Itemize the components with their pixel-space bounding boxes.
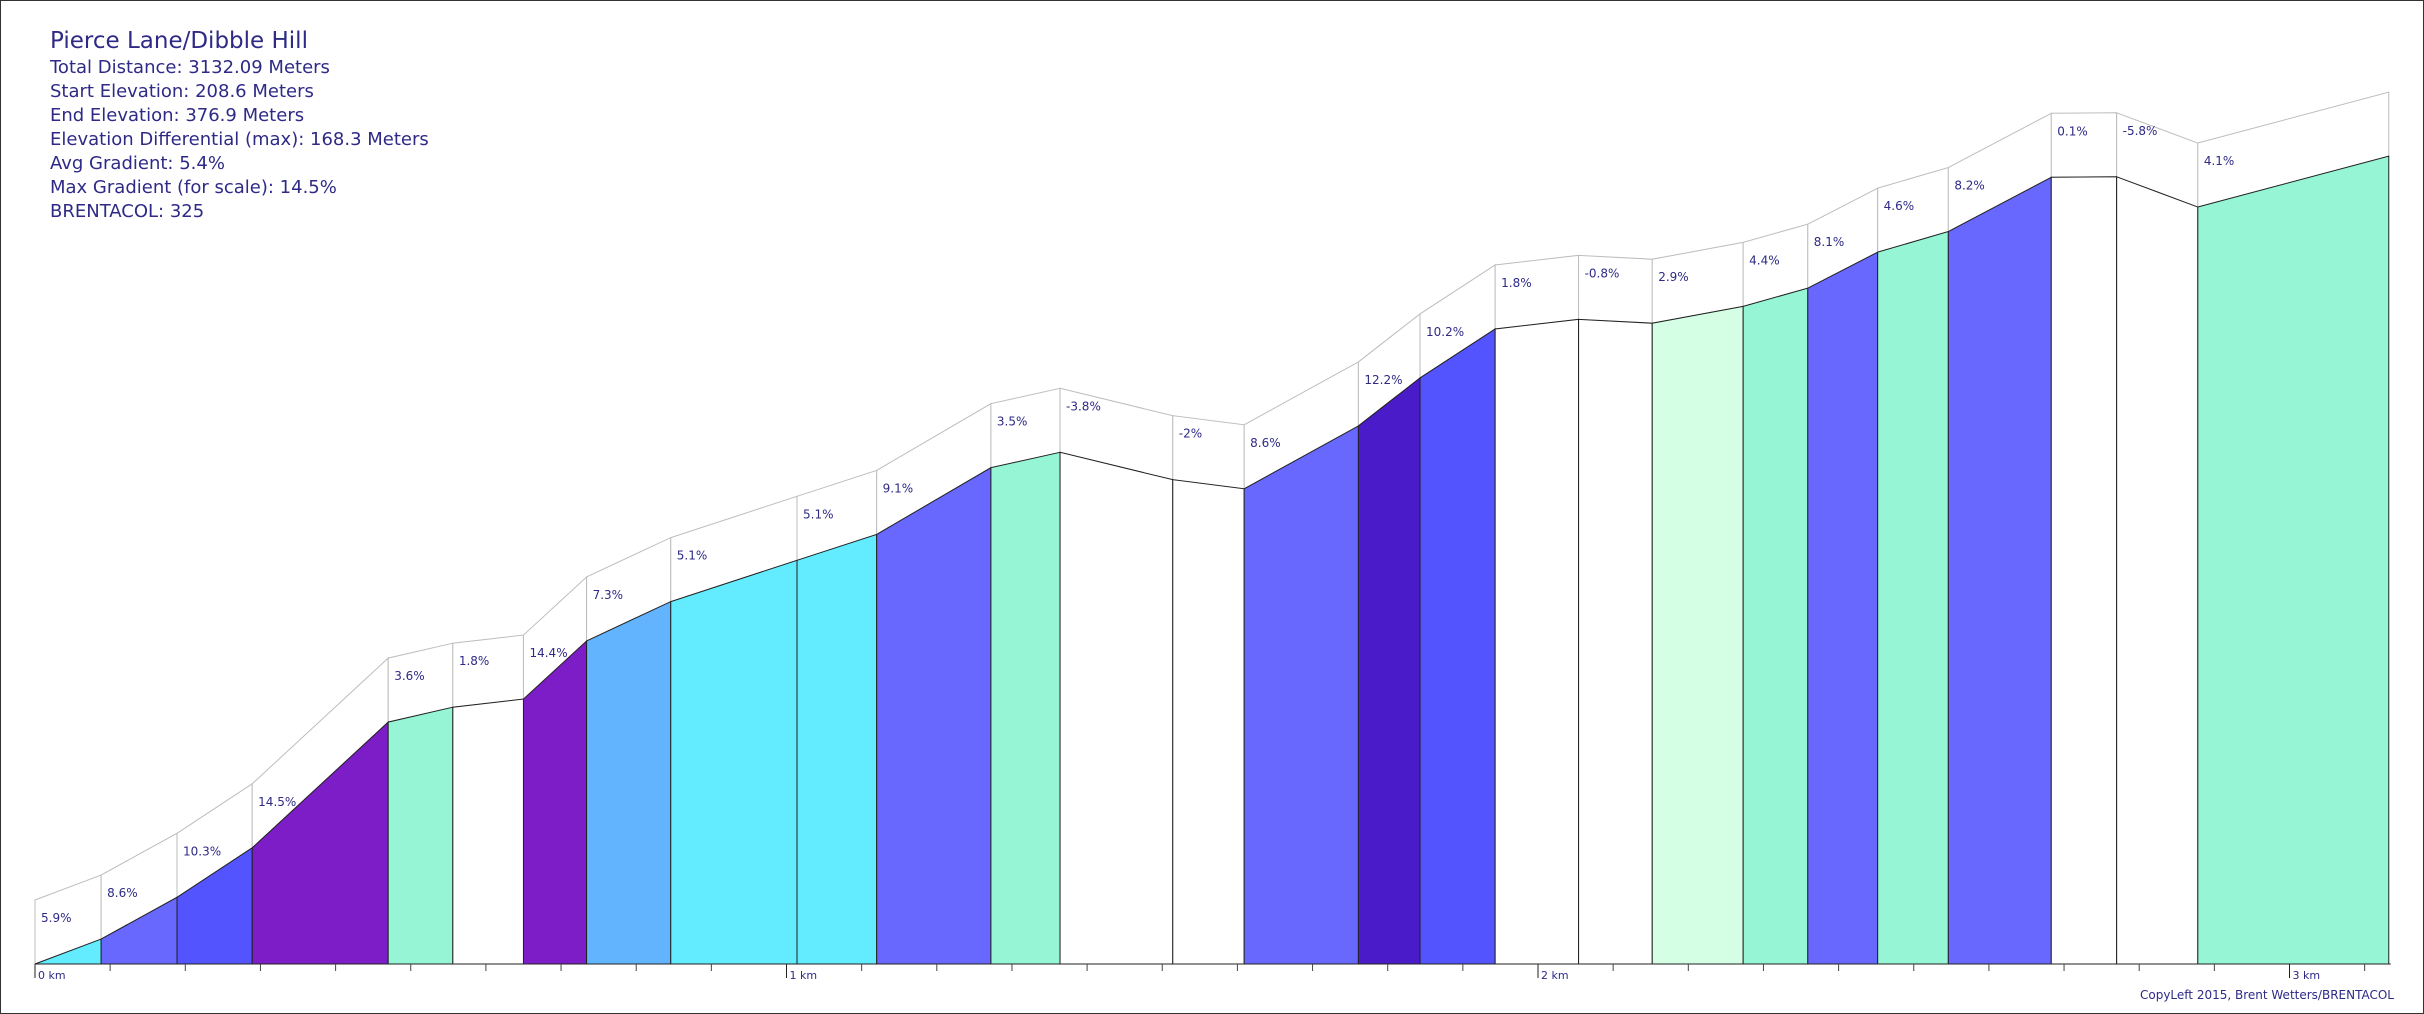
- gradient-label-7: 14.4%: [529, 646, 567, 660]
- end-elevation: End Elevation: 376.9 Meters: [50, 105, 305, 126]
- profile-segment-5: [387, 706, 454, 965]
- gradient-label-3: 10.3%: [183, 844, 221, 858]
- x-tick-label-1: 1 km: [790, 969, 818, 982]
- gradient-label-11: 9.1%: [883, 481, 914, 495]
- gradient-label-27: 4.1%: [2204, 154, 2235, 168]
- route-title: Pierce Lane/Dibble Hill: [50, 28, 308, 54]
- profile-segment-27: [2197, 155, 2390, 965]
- copyleft-note: CopyLeft 2015, Brent Wetters/BRENTACOL: [2139, 988, 2394, 1002]
- ribbon-segment-18: [1494, 254, 1580, 330]
- profile-segment-15: [1243, 425, 1359, 965]
- profile-segment-26: [2116, 176, 2199, 965]
- gradient-label-23: 4.6%: [1884, 199, 1915, 213]
- gradient-label-16: 12.2%: [1364, 373, 1402, 387]
- ribbon-segment-25: [2050, 112, 2118, 178]
- gradient-label-2: 8.6%: [107, 886, 137, 900]
- ribbon-segment-6: [452, 634, 524, 708]
- profile-segment-23: [1877, 230, 1949, 965]
- gradient-label-17: 10.2%: [1426, 325, 1464, 339]
- profile-segment-17: [1419, 328, 1496, 965]
- gradient-label-25: 0.1%: [2057, 124, 2088, 138]
- gradient-label-15: 8.6%: [1250, 436, 1281, 450]
- gradient-label-12: 3.5%: [997, 415, 1027, 429]
- elevation-differential: Elevation Differential (max): 168.3 Mete…: [50, 129, 429, 150]
- gradient-label-1: 5.9%: [41, 911, 72, 925]
- profile-segment-24: [1947, 176, 2052, 965]
- profile-segment-13: [1059, 451, 1174, 965]
- gradient-label-19: -0.8%: [1585, 266, 1620, 280]
- brentacol-score: BRENTACOL: 325: [50, 201, 205, 222]
- x-tick-label-3: 3 km: [2293, 969, 2321, 982]
- profile-segment-12: [990, 451, 1061, 965]
- start-elevation: Start Elevation: 208.6 Meters: [50, 81, 314, 102]
- total-distance: Total Distance: 3132.09 Meters: [50, 57, 330, 78]
- profile-segment-6: [452, 698, 524, 965]
- gradient-label-6: 1.8%: [459, 654, 490, 668]
- profile-segment-9: [670, 559, 798, 965]
- profile-segment-25: [2050, 176, 2118, 965]
- avg-gradient: Avg Gradient: 5.4%: [50, 153, 225, 174]
- gradient-label-22: 8.1%: [1814, 235, 1845, 249]
- profile-segment-11: [876, 466, 992, 965]
- gradient-label-9: 5.1%: [677, 549, 708, 563]
- gradient-label-24: 8.2%: [1954, 179, 1985, 193]
- x-tick-label-2: 2 km: [1541, 969, 1569, 982]
- gradient-label-18: 1.8%: [1501, 276, 1532, 290]
- gradient-label-4: 14.5%: [258, 795, 296, 809]
- profile-segment-16: [1357, 376, 1421, 965]
- gradient-label-21: 4.4%: [1749, 253, 1780, 267]
- gradient-label-14: -2%: [1179, 427, 1202, 441]
- gradient-label-13: -3.8%: [1066, 399, 1101, 413]
- profile-segment-18: [1494, 318, 1580, 965]
- profile-segment-19: [1578, 318, 1653, 965]
- gradient-label-8: 7.3%: [593, 588, 624, 602]
- route-info: Pierce Lane/Dibble Hill Total Distance: …: [50, 28, 429, 224]
- max-gradient: Max Gradient (for scale): 14.5%: [50, 177, 337, 198]
- profile-segment-10: [796, 533, 878, 965]
- profile-segment-20: [1651, 305, 1744, 965]
- profile-segment-8: [586, 600, 672, 965]
- gradient-label-20: 2.9%: [1658, 270, 1689, 284]
- profile-segment-14: [1172, 479, 1245, 965]
- gradient-label-26: -5.8%: [2123, 124, 2158, 138]
- gradient-label-10: 5.1%: [803, 507, 834, 521]
- gradient-label-5: 3.6%: [394, 669, 425, 683]
- profile-segment-22: [1807, 251, 1879, 965]
- profile-segment-21: [1742, 287, 1809, 965]
- x-tick-label-0: 0 km: [38, 969, 66, 982]
